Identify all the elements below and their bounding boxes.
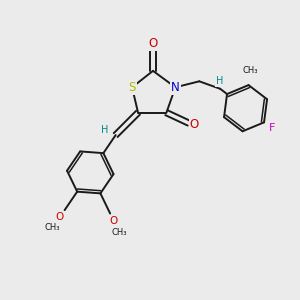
Text: H: H bbox=[216, 76, 223, 86]
Text: O: O bbox=[190, 118, 199, 131]
Text: N: N bbox=[171, 81, 180, 94]
Text: CH₃: CH₃ bbox=[112, 228, 127, 237]
Text: O: O bbox=[110, 216, 118, 226]
Text: CH₃: CH₃ bbox=[243, 66, 258, 75]
Text: CH₃: CH₃ bbox=[45, 224, 60, 232]
Text: F: F bbox=[268, 123, 275, 133]
Text: O: O bbox=[148, 38, 158, 50]
Text: O: O bbox=[56, 212, 64, 222]
Text: H: H bbox=[101, 125, 108, 135]
Text: S: S bbox=[128, 81, 136, 94]
